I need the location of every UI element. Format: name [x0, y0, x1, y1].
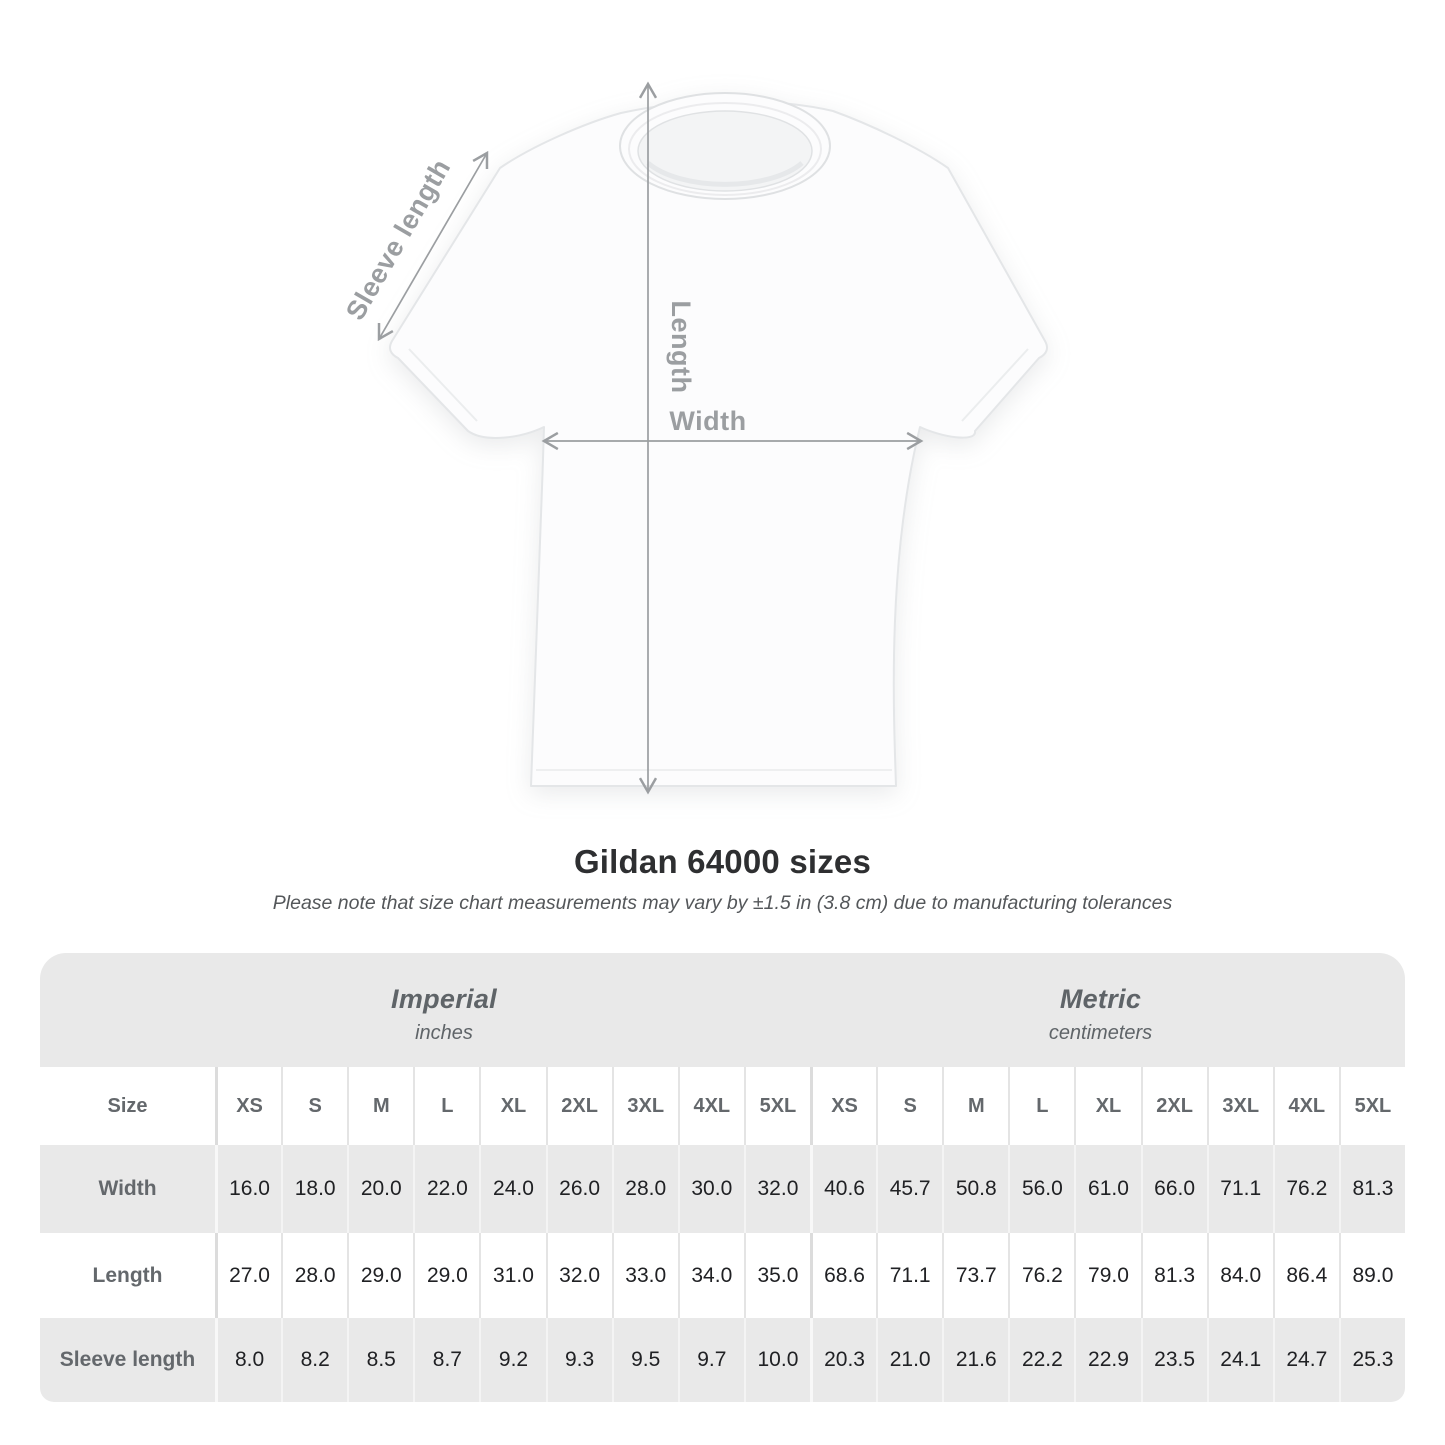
- size-col-header-imperial-xs: XS: [215, 1067, 282, 1145]
- value-cell-metric: 89.0: [1338, 1233, 1405, 1318]
- value-cell-imperial: 8.5: [347, 1318, 414, 1402]
- value-cell-imperial: 10.0: [743, 1318, 810, 1402]
- value-cell-imperial: 32.0: [545, 1233, 612, 1318]
- value-cell-imperial: 22.0: [413, 1145, 480, 1233]
- value-cell-metric: 71.1: [876, 1233, 943, 1318]
- size-col-header-imperial-xl: XL: [479, 1067, 546, 1145]
- value-cell-imperial: 29.0: [347, 1233, 414, 1318]
- value-cell-imperial: 28.0: [281, 1233, 348, 1318]
- size-col-header-metric-m: M: [942, 1067, 1009, 1145]
- value-cell-imperial: 30.0: [677, 1145, 744, 1233]
- value-cell-imperial: 31.0: [479, 1233, 546, 1318]
- value-cell-metric: 66.0: [1140, 1145, 1207, 1233]
- value-cell-imperial: 28.0: [611, 1145, 678, 1233]
- size-col-header-metric-5xl: 5XL: [1338, 1067, 1405, 1145]
- unit-band: Imperial inches Metric centimeters: [40, 953, 1405, 1067]
- value-cell-metric: 76.2: [1272, 1145, 1339, 1233]
- size-col-header-metric-4xl: 4XL: [1272, 1067, 1339, 1145]
- value-cell-metric: 40.6: [810, 1145, 877, 1233]
- size-col-header-imperial-5xl: 5XL: [743, 1067, 810, 1145]
- value-cell-imperial: 16.0: [215, 1145, 282, 1233]
- value-cell-metric: 73.7: [942, 1233, 1009, 1318]
- value-cell-metric: 24.7: [1272, 1318, 1339, 1402]
- value-cell-metric: 45.7: [876, 1145, 943, 1233]
- value-cell-metric: 68.6: [810, 1233, 877, 1318]
- value-cell-imperial: 8.0: [215, 1318, 282, 1402]
- length-label: Length: [666, 301, 696, 394]
- value-cell-imperial: 29.0: [413, 1233, 480, 1318]
- value-cell-metric: 71.1: [1206, 1145, 1273, 1233]
- value-cell-imperial: 34.0: [677, 1233, 744, 1318]
- tshirt-diagram: Sleeve length Length Width: [340, 81, 1048, 795]
- size-col-header-metric-xs: XS: [810, 1067, 877, 1145]
- size-col-header-imperial-3xl: 3XL: [611, 1067, 678, 1145]
- size-col-header-imperial-4xl: 4XL: [677, 1067, 744, 1145]
- value-cell-imperial: 26.0: [545, 1145, 612, 1233]
- value-cell-metric: 21.0: [876, 1318, 943, 1402]
- value-cell-metric: 81.3: [1338, 1145, 1405, 1233]
- size-col-header-imperial-m: M: [347, 1067, 414, 1145]
- size-table: Imperial inches Metric centimeters Size X…: [40, 953, 1405, 1402]
- value-cell-imperial: 27.0: [215, 1233, 282, 1318]
- value-cell-metric: 24.1: [1206, 1318, 1273, 1402]
- size-col-header-metric-3xl: 3XL: [1206, 1067, 1273, 1145]
- value-cell-imperial: 8.7: [413, 1318, 480, 1402]
- imperial-header: Imperial inches: [40, 953, 810, 1067]
- size-col-header-imperial-l: L: [413, 1067, 480, 1145]
- page-subtitle: Please note that size chart measurements…: [272, 892, 1173, 914]
- size-corner-header: Size: [40, 1067, 215, 1145]
- value-cell-metric: 84.0: [1206, 1233, 1273, 1318]
- metric-title: Metric: [1059, 983, 1142, 1014]
- size-col-header-imperial-2xl: 2XL: [545, 1067, 612, 1145]
- metric-unit: centimeters: [1048, 1021, 1153, 1044]
- sleeve-length-arrow: [377, 150, 489, 342]
- value-cell-metric: 20.3: [810, 1318, 877, 1402]
- value-cell-metric: 23.5: [1140, 1318, 1207, 1402]
- value-cell-metric: 25.3: [1338, 1318, 1405, 1402]
- value-cell-metric: 22.9: [1074, 1318, 1141, 1402]
- value-cell-metric: 56.0: [1008, 1145, 1075, 1233]
- value-cell-imperial: 35.0: [743, 1233, 810, 1318]
- value-cell-imperial: 20.0: [347, 1145, 414, 1233]
- value-cell-metric: 61.0: [1074, 1145, 1141, 1233]
- value-cell-metric: 86.4: [1272, 1233, 1339, 1318]
- metric-header: Metric centimeters: [810, 953, 1405, 1067]
- size-col-header-metric-2xl: 2XL: [1140, 1067, 1207, 1145]
- value-cell-metric: 22.2: [1008, 1318, 1075, 1402]
- imperial-unit: inches: [415, 1021, 473, 1044]
- size-col-header-metric-s: S: [876, 1067, 943, 1145]
- tshirt-graphic: [389, 92, 1048, 787]
- value-cell-metric: 21.6: [942, 1318, 1009, 1402]
- value-cell-metric: 76.2: [1008, 1233, 1075, 1318]
- value-cell-imperial: 33.0: [611, 1233, 678, 1318]
- value-cell-imperial: 9.5: [611, 1318, 678, 1402]
- value-cell-imperial: 8.2: [281, 1318, 348, 1402]
- value-cell-imperial: 9.3: [545, 1318, 612, 1402]
- value-cell-imperial: 9.7: [677, 1318, 744, 1402]
- size-col-header-metric-l: L: [1008, 1067, 1075, 1145]
- width-label: Width: [669, 406, 746, 436]
- value-cell-metric: 79.0: [1074, 1233, 1141, 1318]
- size-col-header-imperial-s: S: [281, 1067, 348, 1145]
- value-cell-metric: 81.3: [1140, 1233, 1207, 1318]
- size-grid: Size XS S M L XL 2XL 3XL 4XL 5XL XS S M L XL 2XL 3XL 4XL 5…: [40, 1067, 1405, 1402]
- page-title: Gildan 64000 sizes: [573, 843, 872, 880]
- imperial-title: Imperial: [391, 983, 497, 1014]
- row-label: Length: [40, 1233, 215, 1318]
- value-cell-imperial: 18.0: [281, 1145, 348, 1233]
- value-cell-metric: 50.8: [942, 1145, 1009, 1233]
- row-label: Width: [40, 1145, 215, 1233]
- value-cell-imperial: 32.0: [743, 1145, 810, 1233]
- size-col-header-metric-xl: XL: [1074, 1067, 1141, 1145]
- value-cell-imperial: 24.0: [479, 1145, 546, 1233]
- row-label: Sleeve length: [40, 1318, 215, 1402]
- value-cell-imperial: 9.2: [479, 1318, 546, 1402]
